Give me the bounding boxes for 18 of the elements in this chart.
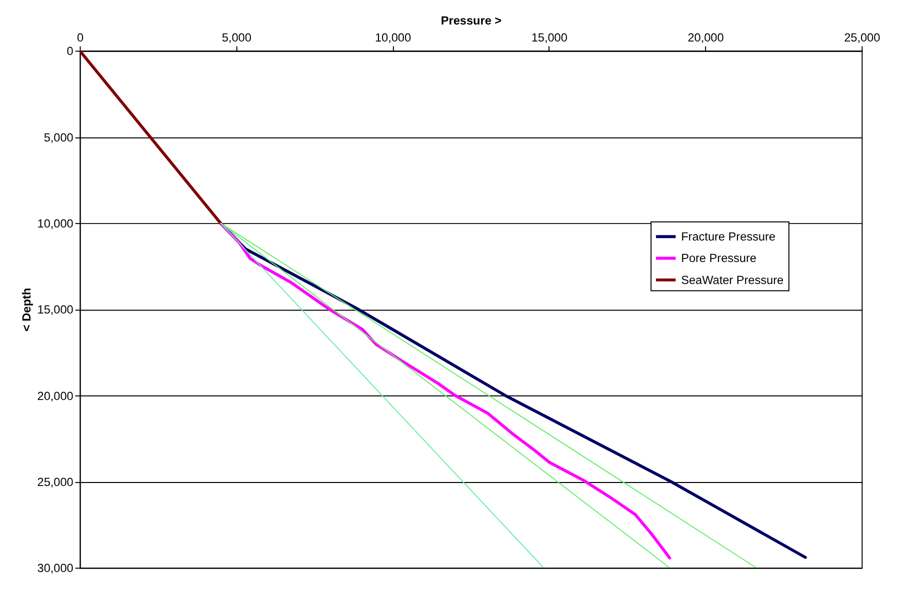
y-tick-label: 20,000 <box>37 388 74 403</box>
y-tick-label: 25,000 <box>37 474 74 489</box>
y-tick-label: 0 <box>66 44 74 58</box>
x-tick-label: 25,000 <box>844 30 881 44</box>
x-axis-title: Pressure > <box>440 14 502 28</box>
x-tick-label: 0 <box>76 30 84 44</box>
legend-label: SeaWater Pressure <box>681 272 784 287</box>
y-tick-label: 30,000 <box>37 561 74 576</box>
x-tick-label: 5,000 <box>222 30 252 44</box>
y-tick-label: 15,000 <box>37 302 74 317</box>
legend-label: Pore Pressure <box>681 251 757 266</box>
x-tick-label: 10,000 <box>374 30 412 44</box>
y-axis-title: < Depth <box>19 288 34 332</box>
y-tick-label: 10,000 <box>37 216 74 230</box>
legend-label: Fracture Pressure <box>681 230 776 244</box>
y-tick-label: 5,000 <box>44 130 74 144</box>
x-tick-label: 15,000 <box>531 30 568 44</box>
x-tick-label: 20,000 <box>688 30 724 44</box>
